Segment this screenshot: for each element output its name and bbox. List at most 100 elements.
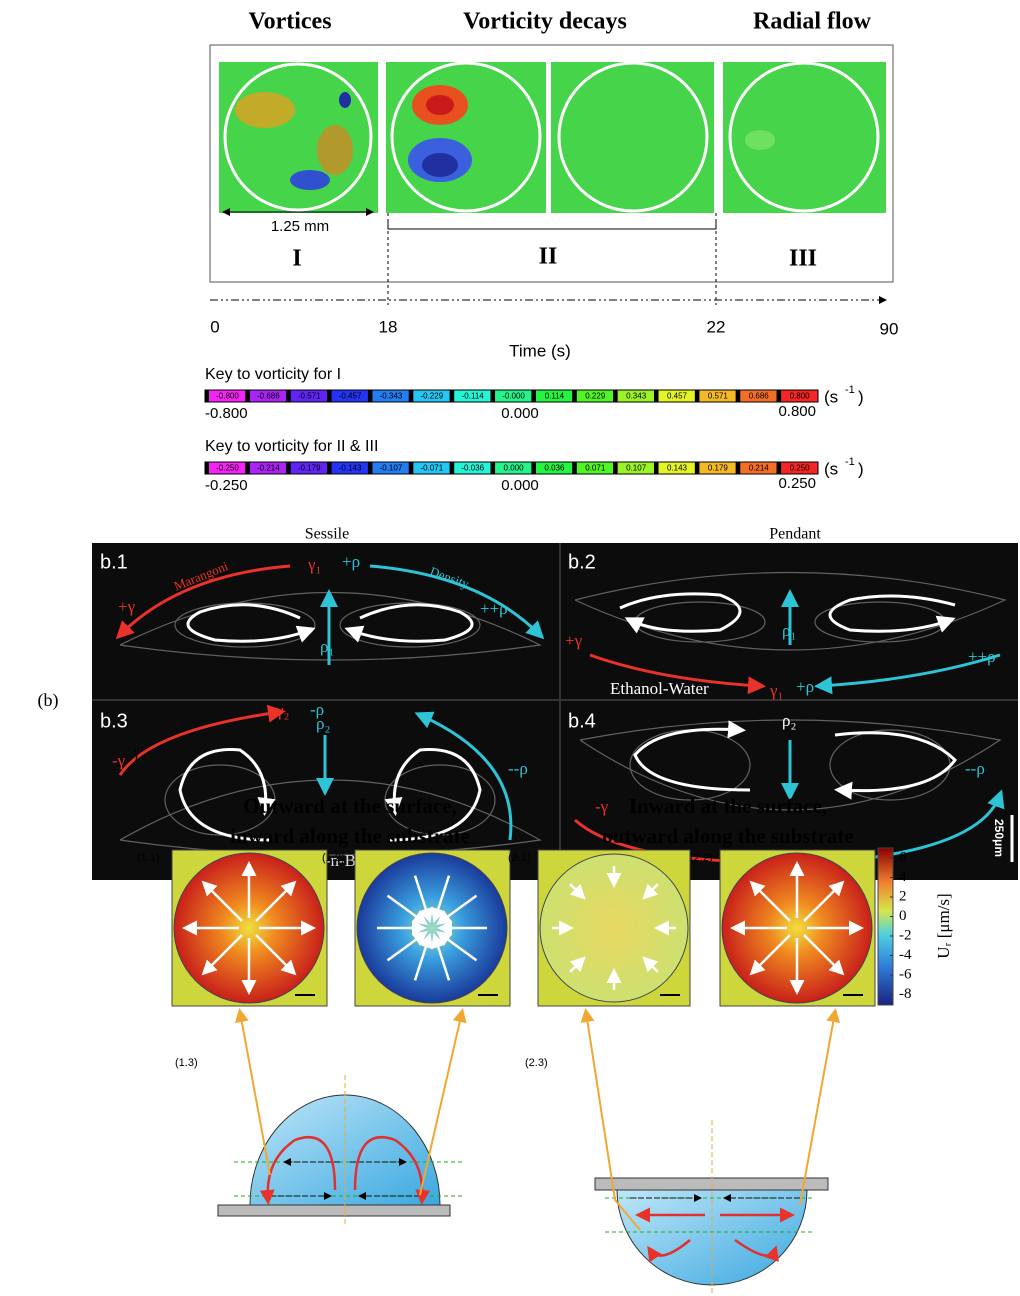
- scale-label: 1.25 mm: [271, 218, 329, 235]
- key-divider: [736, 462, 740, 474]
- key-cell-label: -0.686: [257, 392, 280, 401]
- colorbar-tick-label: 0: [899, 908, 907, 924]
- panel-b: Sessile Pendant (b) b.1 b.2 b.3 b.4 Mara…: [38, 526, 1019, 880]
- key-divider: [450, 462, 454, 474]
- key-cell-label: 0.114: [545, 392, 565, 401]
- key-divider: [368, 462, 372, 474]
- scale-label: 250μm: [992, 819, 1006, 857]
- key-divider: [287, 390, 291, 402]
- key-cell-label: -0.114: [462, 392, 485, 401]
- annotation: ρ₁: [320, 637, 334, 656]
- subpanel-label: b.4: [568, 710, 596, 732]
- image-label: (1.1): [137, 852, 160, 864]
- annotation: --ρ: [965, 759, 985, 778]
- heading: Vortices: [248, 9, 331, 35]
- key-cell-label: -0.143: [339, 464, 362, 473]
- key-cell-label: 0.071: [585, 464, 606, 473]
- diagram-label: (2.3): [525, 1057, 548, 1069]
- key-unit-close: ): [858, 387, 864, 406]
- key-cell-label: -0.179: [298, 464, 321, 473]
- heading: Vorticity decays: [463, 9, 627, 35]
- annotation: +ρ: [796, 677, 814, 696]
- key-end: 0.000: [501, 477, 539, 494]
- column-label: Sessile: [305, 526, 349, 543]
- key-cell-label: -0.036: [461, 464, 484, 473]
- key-divider: [695, 462, 699, 474]
- key-cell-label: 0.107: [626, 464, 647, 473]
- panel-a: Vortices Vorticity decays Radial flow 1.…: [205, 9, 898, 494]
- annotation: ): [133, 748, 138, 765]
- key-divider: [246, 462, 250, 474]
- annotation: +ρ: [342, 552, 360, 571]
- key-unit: (s: [824, 387, 838, 406]
- key-cell-label: 0.000: [504, 464, 525, 473]
- annotation: -γ: [595, 797, 609, 816]
- key-unit-close: ): [858, 459, 864, 478]
- key-end: -0.250: [205, 477, 248, 494]
- title: inward along the substrate: [230, 824, 470, 848]
- key-end: 0.250: [778, 475, 816, 492]
- image-label: (1.2): [322, 852, 345, 864]
- time-tick: 0: [210, 317, 219, 336]
- annotation: +γ: [118, 597, 136, 616]
- key-cell-label: 0.214: [749, 464, 770, 473]
- time-tick: 18: [379, 317, 398, 336]
- key-title: Key to vorticity for I: [205, 366, 341, 383]
- key-divider: [409, 390, 413, 402]
- key-unit-exp: -1: [845, 384, 855, 396]
- key-cell-label: -0.571: [298, 392, 321, 401]
- colorbar-tick-label: -2: [899, 927, 912, 943]
- key-cell-label: 0.036: [544, 464, 565, 473]
- colorbar-tick-label: 2: [899, 888, 907, 904]
- key-divider: [205, 462, 209, 474]
- colorbar-tick-label: -8: [899, 986, 912, 1002]
- title: outward along the substrate: [602, 824, 853, 848]
- key-divider: [777, 390, 781, 402]
- annotation: ++ρ: [480, 599, 508, 618]
- key-cell-label: 0.250: [790, 464, 811, 473]
- key-divider: [328, 462, 332, 474]
- key-divider: [736, 390, 740, 402]
- key-divider: [491, 390, 495, 402]
- colorbar-tick-label: -4: [899, 947, 912, 963]
- annotation: ++ρ: [968, 647, 996, 666]
- key-divider: [614, 462, 618, 474]
- vorticity-keys: Key to vorticity for I -0.800 -0.686 -0.571…: [205, 366, 864, 494]
- key-cell-label: 0.229: [585, 392, 606, 401]
- key-divider: [573, 390, 577, 402]
- key-cell-label: 0.571: [708, 392, 729, 401]
- key-cell-label: 0.343: [626, 392, 647, 401]
- annotation: -γ: [112, 751, 126, 770]
- key-end: -0.800: [205, 405, 248, 422]
- annotation: γ₂: [275, 701, 289, 720]
- key-cell-label: 0.179: [708, 464, 729, 473]
- subpanel-label: b.3: [100, 710, 128, 732]
- key-cell-label: 0.143: [667, 464, 688, 473]
- key-end: 0.000: [501, 405, 539, 422]
- title: Inward at the surface,: [629, 794, 827, 818]
- annotation: ρ₁: [782, 621, 796, 640]
- key-cell-label: -0.800: [216, 392, 239, 401]
- key-divider: [491, 462, 495, 474]
- key-divider: [328, 390, 332, 402]
- key-divider: [409, 462, 413, 474]
- key-cell-label: -0.229: [420, 392, 443, 401]
- key-divider: [532, 390, 536, 402]
- key-cell-label: 0.686: [749, 392, 770, 401]
- phase: I: [292, 246, 301, 272]
- key-cell-label: 0.800: [790, 392, 811, 401]
- bracket: [388, 222, 716, 229]
- colorbar-label: Uᵣ [μm/s]: [934, 893, 953, 958]
- key-divider: [655, 462, 659, 474]
- key-title: Key to vorticity for II & III: [205, 438, 378, 455]
- subpanel-label: b.2: [568, 551, 596, 573]
- subpanel-label: b.1: [100, 551, 128, 573]
- key-unit-exp: -1: [845, 456, 855, 468]
- key-end: 0.800: [778, 403, 816, 420]
- key-cell-label: -0.000: [502, 392, 525, 401]
- key-cell-label: -0.343: [380, 392, 403, 401]
- heading: Radial flow: [753, 9, 872, 35]
- page: {"panel_a": {"headings": ["Vortices", "V…: [0, 0, 1020, 1296]
- time-tick: 90: [880, 319, 899, 338]
- annotation: γ₁: [769, 681, 783, 700]
